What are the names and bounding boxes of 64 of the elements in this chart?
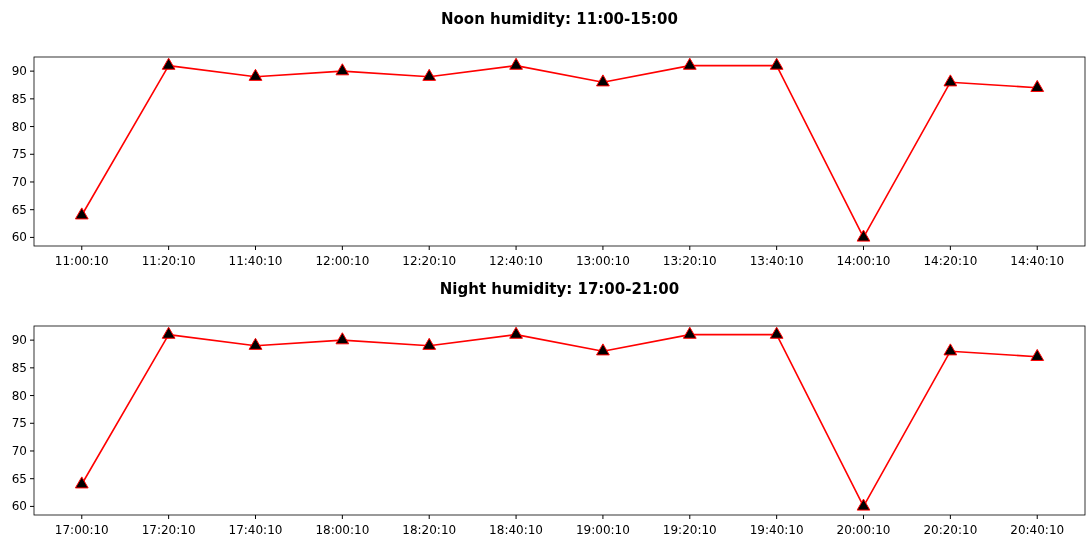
y-tick-label: 90 [11,64,27,79]
point [682,57,697,70]
point [74,207,89,220]
y-tick-label: 80 [11,119,27,134]
y-tick-label: 80 [11,388,27,403]
y-tick-label: 70 [11,443,27,458]
y-tick-label: 60 [11,230,27,245]
x-tick-label: 13:00:10 [575,254,630,268]
x-tick-label: 11:40:10 [228,254,283,268]
point [74,476,89,489]
chart-title: Noon humidity: 11:00-15:00 [441,10,678,28]
x-tick-label: 11:20:10 [141,254,196,268]
x-tick-label: 20:20:10 [923,523,978,537]
point [422,68,437,81]
point [682,326,697,339]
y-tick-label: 85 [11,91,27,106]
point [1030,79,1045,92]
x-tick-label: 17:00:10 [54,523,109,537]
point [248,337,263,350]
x-tick-label: 12:00:10 [315,254,370,268]
x-tick-label: 18:20:10 [402,523,457,537]
x-tick-label: 12:40:10 [489,254,544,268]
point [596,74,610,87]
y-tick-label: 90 [11,333,27,348]
chart-title: Night humidity: 17:00-21:00 [439,280,680,298]
x-tick-label: 13:20:10 [662,254,717,268]
x-tick-label: 19:20:10 [662,523,717,537]
x-tick-label: 19:40:10 [749,523,804,537]
point [1030,348,1045,361]
point [509,57,523,70]
x-tick-label: 17:20:10 [141,523,196,537]
point [769,57,784,70]
x-tick-label: 14:20:10 [923,254,978,268]
point [248,68,263,81]
point [335,63,350,76]
x-tick-label: 13:40:10 [749,254,804,268]
y-tick-label: 65 [11,202,27,217]
x-tick-label: 14:40:10 [1010,254,1065,268]
x-tick-label: 19:00:10 [575,523,630,537]
y-tick-label: 65 [11,471,27,486]
point [422,337,437,350]
point [856,498,871,511]
point [596,343,610,356]
point [769,326,784,339]
x-tick-label: 12:20:10 [402,254,457,268]
point [943,343,958,356]
y-tick-label: 85 [11,360,27,375]
point [943,74,958,87]
x-tick-label: 11:00:10 [54,254,109,268]
y-tick-label: 60 [11,499,27,514]
point [856,229,871,242]
y-tick-label: 75 [11,416,27,431]
x-tick-label: 17:40:10 [228,523,283,537]
x-tick-label: 18:40:10 [489,523,544,537]
y-tick-label: 70 [11,174,27,189]
y-tick-label: 75 [11,147,27,162]
point [161,326,176,339]
x-tick-label: 14:00:10 [836,254,891,268]
point [509,326,523,339]
x-tick-label: 18:00:10 [315,523,370,537]
x-tick-label: 20:40:10 [1010,523,1065,537]
point [335,332,350,345]
x-tick-label: 20:00:10 [836,523,891,537]
point [161,57,176,70]
